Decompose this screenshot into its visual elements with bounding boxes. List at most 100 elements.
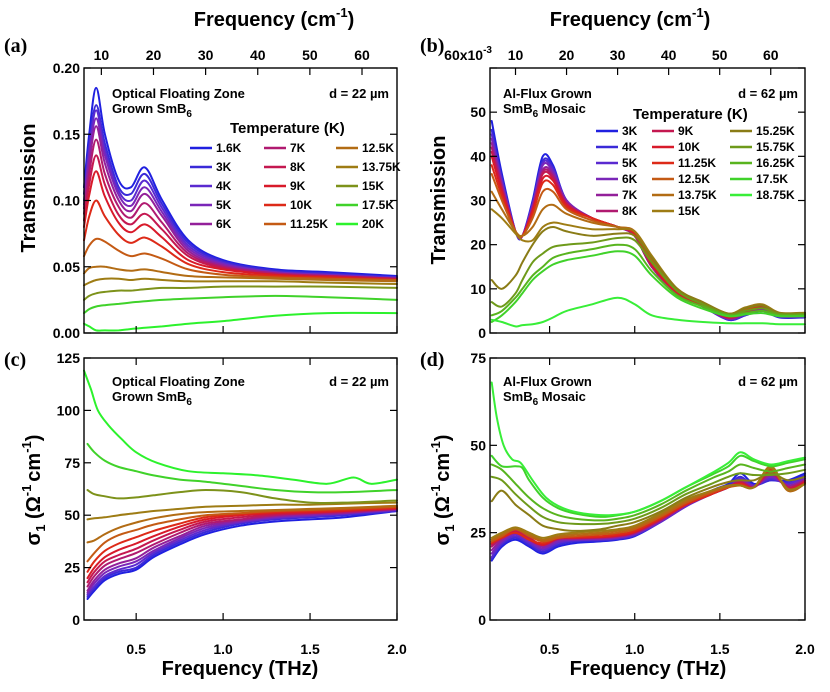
panel-b-legend-label-12p5K: 12.5K [678, 172, 710, 186]
panel-b-top-tick-label: 40 [661, 47, 677, 63]
panel-a-annotation-line1: Optical Floating Zone [112, 86, 245, 101]
panel-b-legend-label-10K: 10K [678, 140, 700, 154]
panel-c-series-17p5K [86, 442, 398, 494]
panel-c-series-20K [83, 369, 398, 485]
panel-d-ytick-label: 75 [470, 350, 486, 366]
panel-a-legend-label-10K: 10K [290, 198, 312, 212]
panel-b-ytick-label: 60x10-3 [444, 45, 492, 63]
panel-d-axes: 0 25 50 75 0.5 1.0 1.5 2.0 [470, 350, 815, 657]
panel-b-ytick-label: 20 [470, 237, 486, 253]
panel-a-ytick-label: 0.15 [53, 126, 80, 142]
panel-d: (d) σ1 (Ω-1cm-1) 0 25 50 75 0.5 1.0 1.5 2.0 Al-… [420, 349, 815, 680]
panel-a-series-9K [83, 170, 398, 281]
panel-a-plot-frame [83, 67, 398, 334]
panel-c-xtick-label: 1.0 [213, 641, 233, 657]
panel-d-y-axis-title: σ1 (Ω-1cm-1) [428, 435, 457, 546]
panel-c-thickness: d = 22 µm [329, 374, 389, 389]
panel-a-series-1p6K [83, 86, 398, 277]
panel-c-annotation-line1: Optical Floating Zone [112, 374, 245, 389]
panel-a-top-tick-label: 10 [94, 47, 110, 63]
panel-d-series-15p25K [490, 472, 806, 532]
panel-d-ytick-label: 25 [470, 525, 486, 541]
panel-c-curves [83, 369, 398, 600]
panel-d-xtick-label: 2.0 [795, 641, 815, 657]
panel-c-annotation-line2: Grown SmB6 [112, 389, 192, 408]
panel-b-label: (b) [420, 35, 444, 57]
panel-d-curves [490, 381, 806, 562]
panel-a-series-20K [83, 311, 398, 332]
panel-a-legend-label-8K: 8K [290, 160, 306, 174]
panel-c-xtick-label: 2.0 [387, 641, 407, 657]
panel-c-ytick-label: 50 [64, 507, 80, 523]
panel-b-series-15p75K [490, 236, 806, 316]
panel-c-ytick-label: 25 [64, 560, 80, 576]
panel-b-legend-label-15p25K: 15.25K [756, 124, 795, 138]
panel-d-annotation-line2: SmB6 Mosaic [503, 389, 586, 408]
panel-c-series-1p6K [86, 510, 398, 600]
panel-b-legend-label-17p5K: 17.5K [756, 172, 788, 186]
panel-b-ytick-label: 50 [470, 104, 486, 120]
panel-b-legend-label-5K: 5K [622, 156, 638, 170]
panel-a-y-axis-title: Transmission [18, 124, 40, 253]
panel-b-top-axis-title: Frequency (cm-1) [550, 5, 711, 31]
panel-b-ytick-label: 10 [470, 281, 486, 297]
panel-a-legend-label-13p75K: 13.75K [362, 160, 401, 174]
panel-d-label: (d) [420, 349, 444, 371]
panel-d-series-15p75K [490, 468, 806, 526]
panel-a: Frequency (cm-1) (a) Transmission 0.000.… [4, 5, 401, 341]
panel-b-top-tick-label: 30 [610, 47, 626, 63]
panel-c-plot-frame [83, 357, 398, 621]
panel-b-series-17p5K [490, 250, 806, 323]
panel-d-x-axis-title: Frequency (THz) [570, 658, 727, 680]
panel-b-y-axis-title: Transmission [428, 136, 450, 265]
panel-a-thickness: d = 22 µm [329, 86, 389, 101]
panel-a-top-tick-label: 30 [198, 47, 214, 63]
panel-d-series-15K [490, 467, 806, 539]
panel-a-legend-label-3K: 3K [216, 160, 232, 174]
panel-b-legend-label-9K: 9K [678, 124, 694, 138]
panel-c-series-13p75K [86, 501, 398, 521]
panel-b-legend-label-15p75K: 15.75K [756, 140, 795, 154]
panel-a-series-17p5K [83, 294, 398, 315]
panel-c-series-6K [86, 507, 398, 592]
panel-b-curves [490, 120, 806, 328]
panel-b-legend-label-18p75K: 18.75K [756, 188, 795, 202]
panel-b-legend-label-16p25K: 16.25K [756, 156, 795, 170]
panel-b-legend-label-7K: 7K [622, 188, 638, 202]
panel-d-xtick-label: 0.5 [540, 641, 560, 657]
panel-d-plot-frame [489, 357, 806, 621]
panel-a-legend-label-20K: 20K [362, 217, 384, 231]
panel-a-legend-label-4K: 4K [216, 179, 232, 193]
panel-b: Frequency (cm-1) (b) Transmission 0 10 20 3… [420, 5, 806, 341]
panel-a-series-13p75K [83, 277, 398, 287]
panel-b-series-16p25K [490, 243, 806, 317]
panel-b-top-tick-label: 50 [712, 47, 728, 63]
panel-b-legend-title: Temperature (K) [633, 106, 748, 123]
panel-a-legend-label-15K: 15K [362, 179, 384, 193]
panel-a-top-tick-label: 50 [302, 47, 318, 63]
panel-b-top-tick-label: 20 [559, 47, 575, 63]
panel-a-legend-label-9K: 9K [290, 179, 306, 193]
panel-c-x-axis-title: Frequency (THz) [162, 658, 319, 680]
panel-c-series-11p25K [86, 505, 398, 563]
panel-d-xtick-label: 1.0 [625, 641, 645, 657]
panel-d-series-18p75K [490, 381, 806, 517]
panel-d-xtick-label: 1.5 [710, 641, 730, 657]
panel-a-ytick-label: 0.10 [53, 193, 80, 209]
panel-b-annotation-line1: Al-Flux Grown [503, 86, 592, 101]
panel-b-legend-label-13p75K: 13.75K [678, 188, 717, 202]
panel-b-legend-label-3K: 3K [622, 124, 638, 138]
panel-a-annotation-line2: Grown SmB6 [112, 101, 192, 120]
panel-a-legend: 1.6K 3K 4K 5K 6K 7K 8K 9K 10K 11.25K 12.5K 13.75K 15… [190, 141, 401, 231]
panel-a-legend-label-7K: 7K [290, 141, 306, 155]
panel-b-annotation-line2: SmB6 Mosaic [503, 101, 586, 120]
panel-c-xtick-label: 1.5 [300, 641, 320, 657]
panel-c-ytick-label: 125 [57, 350, 81, 366]
panel-b-top-tick-label: 10 [508, 47, 524, 63]
panel-b-legend: 3K 4K 5K 6K 7K 8K 9K 10K 11.25K 12.5K 13.75K 15K 15.… [596, 124, 795, 218]
panel-a-series-5K [83, 117, 398, 280]
panel-a-series-11p25K [83, 237, 398, 281]
panel-c-series-12p5K [86, 504, 398, 544]
panel-c-ytick-label: 0 [72, 612, 80, 628]
